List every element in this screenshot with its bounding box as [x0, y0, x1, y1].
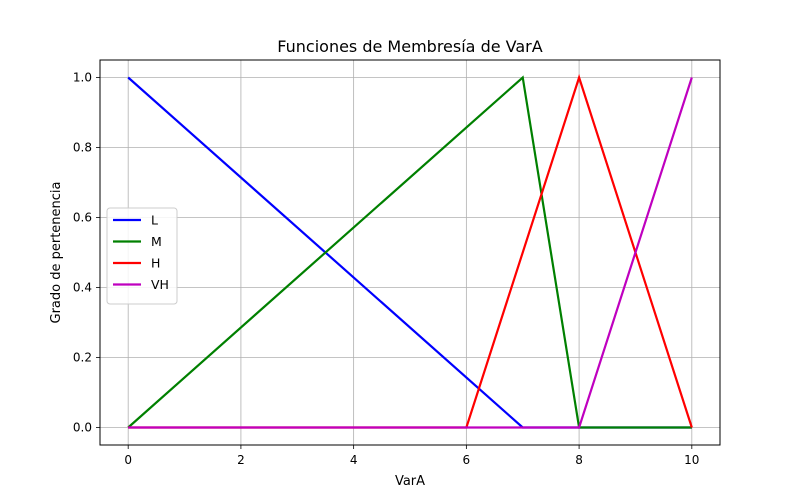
- series-layer: [127, 73, 693, 429]
- y-tick-label: 0.2: [73, 351, 92, 365]
- legend-label-vh: VH: [151, 277, 169, 292]
- x-tick-label: 8: [575, 453, 583, 467]
- legend-label-h: H: [151, 256, 160, 271]
- y-tick-label: 0.6: [73, 211, 92, 225]
- y-tick-label: 0.8: [73, 141, 92, 155]
- legend: LMH VH: [106, 207, 178, 305]
- legend-label-l: L: [151, 213, 158, 228]
- legend-box: [106, 207, 178, 305]
- series-line-l: [127, 76, 692, 429]
- x-tick-label: 2: [237, 453, 245, 467]
- x-tick-label: 6: [463, 453, 471, 467]
- grid-layer: [100, 60, 720, 445]
- plot-frame: [99, 59, 721, 446]
- series-line-m: [127, 75, 692, 429]
- series-line-vh: [128, 77, 693, 429]
- y-axis-label: Grado de pertenencia: [49, 182, 64, 324]
- y-tick-label: 0.4: [73, 281, 92, 295]
- x-tick-label: 4: [350, 453, 358, 467]
- y-tick-label: 1.0: [73, 71, 92, 85]
- y-tick-label: 0.0: [73, 421, 92, 435]
- x-tick-label: 10: [684, 453, 699, 467]
- ticks-layer: 0 2 4 6 8 10 0.0 0.2 0.4 0.6 0.8 1.0: [73, 71, 700, 468]
- series-line-h: [128, 73, 693, 429]
- legend-label-m: M: [151, 234, 162, 249]
- chart-title: Funciones de Membresía de VarA: [277, 37, 542, 56]
- x-axis-label: VarA: [395, 474, 425, 489]
- x-tick-label: 0: [124, 453, 132, 467]
